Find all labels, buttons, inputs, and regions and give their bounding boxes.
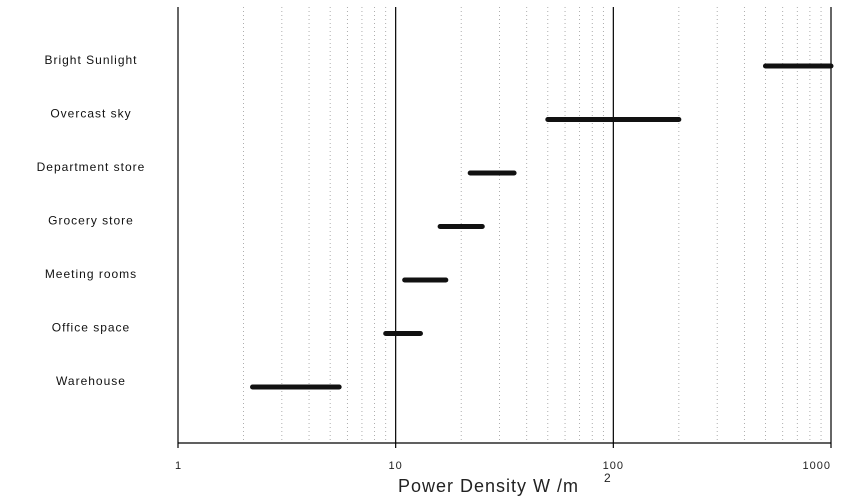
category-label: Bright Sunlight — [44, 53, 137, 67]
axis-layer — [177, 7, 831, 444]
x-axis-title: Power Density W /m — [398, 476, 579, 496]
bar-layer — [250, 63, 834, 390]
x-tick-label: 100 — [603, 460, 624, 472]
label-layer: Bright Sunlight Overcast sky Department st… — [37, 53, 146, 388]
x-axis-title-superscript: 2 — [604, 471, 611, 485]
category-label: Office space — [52, 321, 130, 335]
x-tick-label: 10 — [389, 460, 403, 472]
tick-label-layer: 1 10 100 1000 — [175, 460, 831, 472]
category-label: Department store — [37, 160, 146, 174]
category-label: Warehouse — [56, 374, 126, 388]
category-label: Overcast sky — [50, 107, 131, 121]
x-tick-label: 1000 — [803, 460, 831, 472]
grid-layer — [177, 7, 832, 448]
x-tick-label: 1 — [175, 460, 182, 472]
category-label: Meeting rooms — [45, 267, 137, 281]
category-label: Grocery store — [48, 214, 134, 228]
